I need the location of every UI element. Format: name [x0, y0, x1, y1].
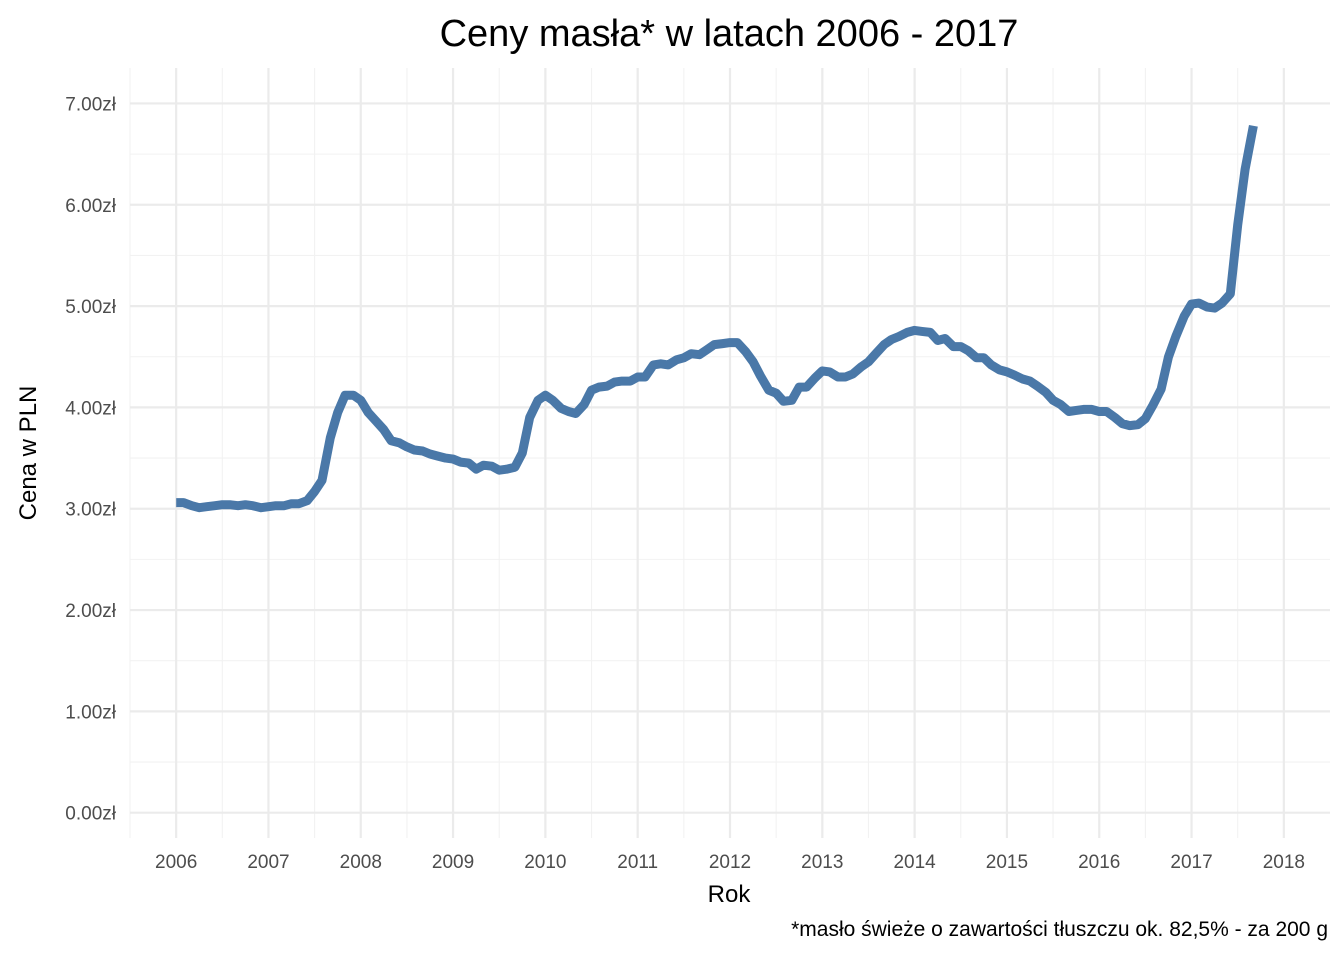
x-tick-label: 2014 [893, 852, 936, 873]
series-line-butter-price [176, 124, 1258, 513]
x-tick-label: 2012 [709, 852, 751, 873]
y-tick-label: 0.00zł [65, 804, 116, 825]
chart-caption: *masło świeże o zawartości tłuszczu ok. … [791, 918, 1328, 941]
y-tick-label: 2.00zł [65, 601, 116, 622]
x-tick-label: 2013 [801, 852, 843, 873]
x-axis-tick-labels: 2006 2007 2008 2009 2010 2011 2012 2013 2014 2015… [155, 852, 1305, 873]
x-tick-label: 2008 [340, 852, 382, 873]
x-axis-title: Rok [708, 881, 752, 908]
x-tick-label: 2018 [1263, 852, 1305, 873]
x-tick-label: 2009 [432, 852, 474, 873]
x-tick-label: 2011 [617, 852, 658, 873]
major-gridlines [130, 68, 1330, 838]
x-tick-label: 2015 [986, 852, 1028, 873]
y-axis-tick-labels: 0.00zł 1.00zł 2.00zł 3.00zł 4.00zł 5.00zł 6.00… [65, 94, 116, 824]
x-tick-label: 2017 [1170, 852, 1212, 873]
y-tick-label: 1.00zł [65, 702, 116, 723]
chart-title: Ceny masła* w latach 2006 - 2017 [440, 13, 1019, 55]
x-tick-label: 2007 [247, 852, 289, 873]
y-tick-label: 3.00zł [65, 500, 116, 521]
y-tick-label: 4.00zł [65, 398, 116, 419]
x-tick-label: 2010 [524, 852, 566, 873]
y-axis-title: Cena w PLN [15, 386, 42, 521]
x-tick-label: 2016 [1078, 852, 1120, 873]
x-tick-label: 2006 [155, 852, 197, 873]
y-tick-label: 5.00zł [65, 297, 116, 318]
y-tick-label: 6.00zł [65, 196, 116, 217]
y-tick-label: 7.00zł [65, 94, 116, 115]
